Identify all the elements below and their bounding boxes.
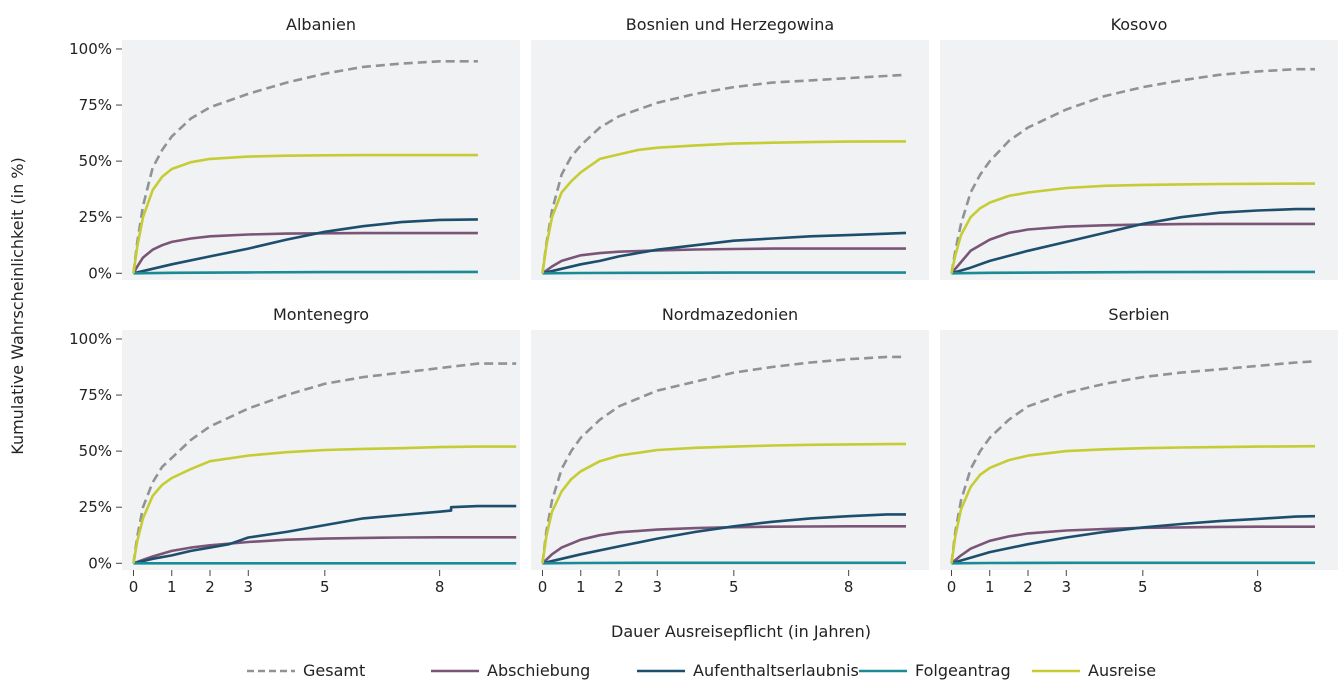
series-line-aufenthaltserlaubnis [542,231,907,275]
legend-item-abschiebung: Abschiebung [431,661,590,680]
series-line-aufenthaltserlaubnis [133,218,478,275]
x-tick-label: 1 [576,578,586,596]
panel-title: Serbien [1108,305,1169,324]
panel-albanien: Albanien [122,15,520,280]
series-line-abschiebung [950,222,1315,275]
legend-label: Aufenthaltserlaubnis [693,661,859,680]
legend-label: Ausreise [1088,661,1156,680]
y-tick-label: 100% [69,40,112,58]
series-line-aufenthaltserlaubnis [542,513,906,565]
series-line-folgeantrag [951,270,1316,275]
x-tick-label: 1 [167,578,177,596]
x-tick-label: 3 [1062,578,1072,596]
x-tick-label: 8 [1253,578,1263,596]
x-tick-label: 0 [947,578,957,596]
legend-item-gesamt: Gesamt [247,661,365,680]
series-line-folgeantrag [951,561,1315,565]
panel-background [940,40,1338,280]
y-tick-label: 25% [79,498,112,516]
panel-kosovo: Kosovo [940,15,1338,280]
y-tick-label: 0% [88,554,112,572]
y-axis-ticks: 0% 25% 50% 75% 100% 0% 25% 50% 75% 100% [69,40,122,572]
panels-layer: Albanien Bosnien und Herzegowina Kosovo Mon… [122,15,1338,570]
y-tick-label: 100% [69,330,112,348]
series-line-ausreise [132,445,517,564]
legend-item-aufenthaltserlaubnis: Aufenthaltserlaubnis [637,661,859,680]
x-tick-label: 0 [538,578,548,596]
panel-montenegro: Montenegro [122,305,520,570]
x-tick-label: 3 [653,578,663,596]
x-tick-label: 2 [205,578,215,596]
series-line-abschiebung [132,231,478,274]
series-line-gesamt [541,73,907,274]
panel-nordmazedonien: Nordmazedonien [531,305,929,570]
x-tick-label: 5 [729,578,739,596]
panel-title: Albanien [286,15,356,34]
panel-background [940,330,1338,570]
series-line-folgeantrag [133,270,478,275]
y-tick-label: 50% [79,442,112,460]
panel-title: Bosnien und Herzegowina [626,15,834,34]
series-line-ausreise [541,140,907,274]
series-line-abschiebung [133,535,517,565]
series-line-folgeantrag [542,271,906,275]
legend-item-folgeantrag: Folgeantrag [859,661,1011,680]
y-tick-label: 0% [88,264,112,282]
x-tick-label: 8 [435,578,445,596]
y-tick-label: 75% [79,386,112,404]
series-line-gesamt [950,360,1316,564]
x-tick-label: 2 [614,578,624,596]
legend-item-ausreise: Ausreise [1032,661,1156,680]
series-line-aufenthaltserlaubnis [951,514,1316,565]
series-line-ausreise [132,153,478,274]
series-line-aufenthaltserlaubnis [133,504,517,565]
series-line-gesamt [541,355,906,564]
y-tick-label: 75% [79,96,112,114]
series-line-gesamt [132,362,517,564]
legend-label: Folgeantrag [915,661,1011,680]
panel-title: Montenegro [273,305,369,324]
series-line-ausreise [950,444,1316,564]
x-tick-label: 0 [129,578,139,596]
panel-title: Nordmazedonien [662,305,798,324]
panel-serbien: Serbien [940,305,1338,570]
x-tick-label: 1 [985,578,995,596]
y-tick-label: 25% [79,208,112,226]
x-tick-label: 8 [844,578,854,596]
series-line-ausreise [541,442,907,564]
panel-background [531,330,929,570]
series-line-ausreise [950,182,1316,274]
legend: Gesamt Abschiebung Aufenthaltserlaubnis Fol… [247,661,1156,680]
x-tick-label: 5 [320,578,330,596]
x-axis-ticks: 0 1 2 3 5 8 0 1 2 3 5 8 0 1 2 3 5 8 [129,570,1263,596]
panel-background [122,40,520,280]
x-tick-label: 5 [1138,578,1148,596]
series-line-abschiebung [950,525,1315,565]
x-tick-label: 3 [244,578,254,596]
series-line-aufenthaltserlaubnis [951,207,1315,275]
x-axis-label: Dauer Ausreisepflicht (in Jahren) [611,622,871,641]
panel-bosnien-und-herzegowina: Bosnien und Herzegowina [531,15,929,280]
y-tick-label: 50% [79,152,112,170]
legend-label: Gesamt [303,661,365,680]
series-line-folgeantrag [542,561,906,565]
legend-label: Abschiebung [487,661,590,680]
x-tick-label: 2 [1023,578,1033,596]
y-axis-label: Kumulative Wahrscheinlichkeit (in %) [8,157,27,454]
series-line-abschiebung [541,524,906,565]
panel-title: Kosovo [1111,15,1168,34]
